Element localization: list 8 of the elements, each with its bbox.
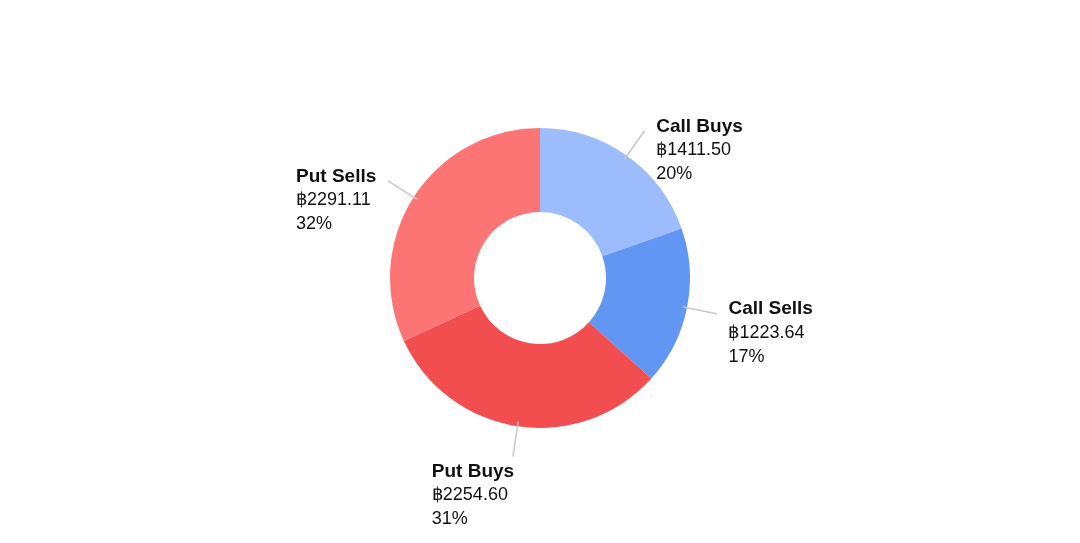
data-label: ฿2254.60 31% (431, 483, 508, 528)
data-label: ฿2291.11 32% (296, 189, 371, 234)
slice-label: Call Sells (728, 297, 813, 319)
slice-label: Put Buys (431, 459, 515, 481)
data-label: ฿1411.50 20% (656, 139, 731, 184)
data-label: ฿1223.64 17% (728, 321, 805, 366)
slice-label: Put Sells (296, 164, 377, 186)
slice-label: Call Buys (656, 114, 743, 136)
